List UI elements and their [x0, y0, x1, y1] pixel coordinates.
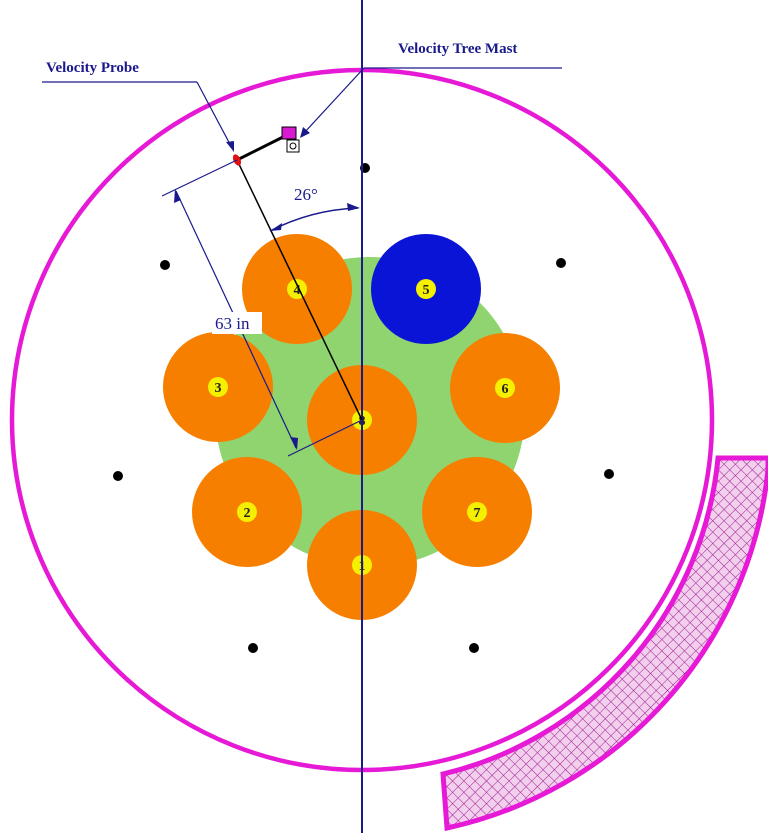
circle-3-label: 3: [215, 381, 222, 396]
dimension-extension-top: [161, 159, 238, 197]
circle-7-label-dot: [467, 502, 487, 522]
mast-box-knob: [289, 142, 297, 150]
circle-2-label: 2: [244, 506, 251, 521]
circle-5: 5: [371, 234, 481, 344]
circle-2-label-dot: [237, 502, 257, 522]
dot: [556, 258, 566, 268]
angle-arrowhead-right: [347, 203, 360, 211]
velocity-probe-arrowhead: [226, 141, 234, 152]
angle-label: 26°: [294, 185, 318, 204]
circle-2: 2: [192, 457, 302, 567]
angle-arrowhead-left: [270, 223, 282, 231]
distance-label: 63 in: [215, 314, 250, 333]
dot: [469, 643, 479, 653]
circle-6-label-dot: [495, 378, 515, 398]
probe-radial-line: [236, 159, 363, 421]
dimension-arrowhead-top: [174, 189, 181, 203]
mast-box-inner: [286, 139, 300, 153]
probe-arm: [236, 135, 284, 162]
velocity-tree-mast-arrowhead: [300, 127, 310, 138]
dimension-extension-bottom: [287, 419, 363, 457]
dot: [160, 260, 170, 270]
mast-box-outer: [281, 126, 297, 140]
dimension-label-bg: [212, 312, 262, 334]
circle-6-label: 6: [502, 382, 509, 397]
circle-5-label-dot: [416, 279, 436, 299]
circle-6: 6: [450, 333, 560, 443]
dimension-arrowhead-bottom: [290, 437, 298, 450]
velocity-tree-mast-label: Velocity Tree Mast: [398, 41, 517, 57]
hatched-arc-block: [440, 455, 768, 832]
dot: [113, 471, 123, 481]
velocity-tree-mast-box: [281, 126, 300, 153]
velocity-probe-leader: [196, 81, 233, 149]
velocity-tree-mast-leader: [303, 67, 365, 134]
circle-3-label-dot: [208, 377, 228, 397]
dot: [604, 469, 614, 479]
mounting-dots: [113, 163, 614, 653]
circle-7-label: 7: [474, 506, 481, 521]
velocity-probe-label: Velocity Probe: [46, 60, 139, 76]
circle-4-label: 4: [294, 283, 301, 298]
angle-arc: [269, 207, 359, 232]
dot: [248, 643, 258, 653]
circle-5-label: 5: [423, 283, 430, 298]
circle-3: 3: [163, 332, 273, 442]
circle-7: 7: [422, 457, 532, 567]
